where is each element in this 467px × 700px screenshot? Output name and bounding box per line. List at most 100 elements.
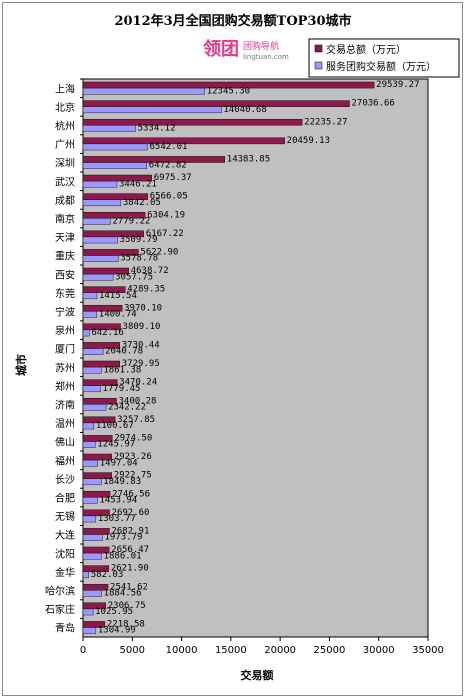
data-label-total: 14383.85 [227, 155, 270, 165]
data-label-total: 3729.95 [122, 359, 160, 369]
bar-service [82, 515, 97, 523]
data-label-service: 3509.79 [120, 235, 158, 245]
bar-total [82, 602, 106, 610]
logo-mark: 领团 [203, 38, 239, 60]
data-label-total: 2682.91 [111, 527, 149, 537]
data-labels: 29539.27 12345.30 27036.66 14040.68 22235.27… [91, 80, 420, 636]
bar-service [82, 552, 102, 560]
category-label: 济南 [55, 399, 75, 412]
bar-total [82, 118, 303, 126]
bar-service [82, 273, 114, 281]
category-label: 宁波 [55, 306, 75, 319]
bar-service [82, 218, 111, 225]
data-label-service: 1100.67 [96, 421, 134, 431]
x-tick-label: 15000 [215, 645, 247, 656]
category-label: 苏州 [55, 361, 75, 374]
legend: 交易总额（万元） 服务团购交易额（万元） [308, 38, 460, 78]
legend-box [308, 38, 460, 78]
bar-service [82, 459, 98, 467]
x-tick-label: 20000 [264, 645, 296, 656]
data-label-service: 1303.77 [98, 514, 136, 524]
category-label: 深圳 [55, 158, 75, 170]
data-label-service: 1415.54 [99, 291, 137, 301]
bar-total [82, 156, 225, 163]
legend-swatch-total [314, 44, 323, 53]
data-label-service: 1779.45 [103, 384, 141, 394]
data-label-total: 22235.27 [304, 117, 347, 127]
x-tick-label: 0 [80, 645, 86, 656]
data-label-total: 2218.58 [107, 620, 145, 630]
bar-service [82, 311, 98, 318]
site-logo: 领团 团购导航 lingtuan.com [203, 38, 289, 61]
x-tick-label: 5000 [120, 645, 145, 656]
bar-service [82, 143, 148, 151]
category-label: 哈尔滨 [45, 585, 75, 598]
category-label: 西安 [55, 268, 75, 281]
bar-chart: 2012年3月全国团购交易额TOP30城市 领团 团购导航 lingtuan.c… [14, 13, 460, 682]
data-label-total: 3470.24 [119, 378, 157, 388]
data-label-service: 1849.83 [103, 477, 141, 487]
data-label-total: 6975.37 [154, 173, 192, 183]
bar-service [82, 590, 102, 597]
data-label-total: 2974.50 [114, 434, 152, 444]
bar-service [82, 106, 222, 114]
category-label: 重庆 [55, 250, 75, 263]
data-label-service: 12345.30 [207, 86, 250, 96]
bar-service [82, 404, 107, 411]
category-label: 温州 [55, 418, 75, 430]
bar-service [82, 441, 96, 448]
data-label-service: 2040.78 [105, 347, 143, 357]
category-label: 东莞 [55, 287, 75, 300]
data-label-total: 2621.90 [111, 564, 149, 574]
data-label-service: 1973.79 [104, 533, 142, 543]
data-label-service: 5334.12 [138, 123, 176, 133]
bar-total [82, 416, 116, 424]
bar-total [82, 435, 113, 442]
category-label: 武汉 [55, 175, 75, 188]
category-label: 石家庄 [45, 603, 75, 616]
data-label-service: 1453.94 [99, 495, 137, 505]
category-label: 泉州 [55, 324, 75, 337]
data-label-total: 3730.44 [122, 341, 160, 351]
x-tick-label: 35000 [412, 645, 444, 656]
bar-service [82, 608, 94, 616]
data-label-service: 582.03 [91, 570, 124, 580]
bar-service [82, 162, 148, 169]
data-label-total: 3970.10 [124, 303, 162, 313]
x-tick-label: 10000 [166, 645, 198, 656]
bar-total [82, 211, 146, 219]
data-label-total: 3809.10 [123, 322, 161, 332]
bar-service [82, 236, 118, 244]
category-label: 沈阳 [55, 547, 75, 560]
data-label-total: 27036.66 [352, 99, 395, 109]
legend-label-service: 服务团购交易额（万元） [326, 60, 436, 73]
category-label: 佛山 [55, 436, 75, 449]
data-label-total: 3400.28 [119, 396, 157, 406]
data-label-service: 2342.22 [108, 402, 146, 412]
bar-total [82, 137, 285, 145]
bar-service [82, 348, 104, 355]
bar-service [82, 366, 102, 374]
data-label-total: 2692.60 [112, 508, 150, 518]
bar-service [82, 534, 103, 541]
category-label: 无锡 [55, 510, 75, 523]
bars [82, 81, 375, 634]
category-label: 金华 [55, 566, 75, 579]
bar-service [82, 255, 119, 262]
x-axis: 0 5000 10000 15000 20000 25000 30000 35000 [80, 78, 444, 656]
data-label-service: 3057.75 [115, 272, 153, 282]
data-label-service: 1861.38 [103, 365, 141, 375]
data-label-total: 2922.75 [114, 471, 152, 481]
category-label: 厦门 [55, 343, 75, 356]
legend-swatch-service [314, 61, 323, 70]
data-label-service: 3446.21 [119, 179, 157, 189]
data-label-total: 6566.05 [150, 192, 188, 202]
chart-title: 2012年3月全国团购交易额TOP30城市 [114, 13, 351, 29]
category-label: 青岛 [55, 622, 75, 635]
category-label: 广州 [55, 139, 75, 151]
data-label-service: 6542.01 [149, 142, 187, 152]
logo-url: lingtuan.com [243, 53, 289, 61]
bar-total [82, 304, 123, 312]
data-label-total: 3257.85 [117, 415, 155, 425]
bar-service [82, 627, 97, 634]
